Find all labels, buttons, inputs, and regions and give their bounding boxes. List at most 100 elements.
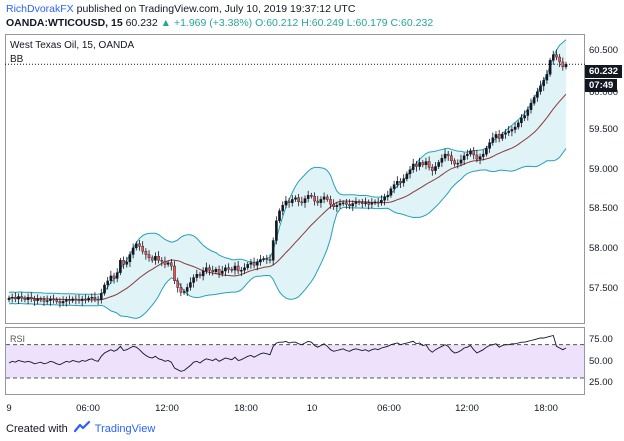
candle-body (326, 196, 329, 200)
x-tick-label: 06:00 (76, 403, 100, 414)
candle-body (520, 117, 523, 124)
candle-body (392, 184, 396, 189)
candle-body (163, 260, 167, 265)
rsi-label: RSI (10, 334, 26, 344)
candle-body (529, 102, 533, 110)
candle-body (198, 274, 202, 277)
candle-body (443, 153, 447, 159)
candle-body (128, 254, 132, 263)
candle-body (545, 74, 549, 81)
candle-body (354, 201, 358, 204)
candle-body (227, 267, 230, 270)
candle-body (383, 196, 386, 201)
candle-body (179, 287, 183, 293)
candle-body (341, 202, 345, 204)
footer: Created with TradingView (6, 420, 156, 436)
candle-body (49, 298, 52, 301)
price-pane[interactable] (5, 34, 585, 324)
candle-body (39, 298, 43, 301)
candle-body (411, 163, 415, 171)
candle-body (239, 270, 243, 272)
candle-body (36, 298, 39, 301)
candle-body (275, 220, 278, 241)
candle-body (10, 297, 14, 299)
y-tick-label: 60.000 (589, 87, 619, 98)
candle-body (561, 61, 565, 68)
candle-body (278, 210, 281, 221)
candle-body (112, 275, 116, 279)
candle-body (405, 173, 409, 179)
candle-body (195, 274, 199, 278)
candle-body (322, 196, 326, 200)
candle-body (450, 155, 453, 161)
candle-body (125, 261, 129, 265)
rsi-pane[interactable] (5, 327, 585, 395)
legend-title: West Texas Oil, 15, OANDA (10, 40, 135, 51)
candle-body (93, 297, 97, 300)
candle-body (501, 134, 504, 139)
candle-body (201, 270, 205, 277)
candle-body (364, 202, 367, 204)
candle-body (526, 109, 530, 116)
candle-body (189, 282, 192, 288)
candle-body (77, 299, 81, 301)
publish-line: RichDvorakFX published on TradingView.co… (6, 3, 355, 15)
candle-body (61, 301, 65, 304)
candle-body (491, 137, 495, 143)
candle-body (361, 202, 364, 204)
candle-body (396, 181, 399, 185)
y-tick-label: 60.500 (589, 45, 619, 56)
ohlc-values: O:60.212 H:60.249 L:60.179 C:60.232 (255, 17, 434, 29)
candle-body (64, 299, 68, 302)
candle-body (243, 267, 246, 271)
candle-body (389, 188, 393, 196)
candle-body (539, 85, 542, 92)
candle-body (310, 195, 313, 197)
candle-body (71, 298, 74, 301)
candle-body (55, 299, 58, 302)
countdown-tag: 07:49 (585, 79, 618, 92)
tradingview-brand[interactable]: TradingView (94, 422, 156, 435)
created-with-text: Created with (6, 422, 68, 435)
candle-body (80, 298, 84, 301)
candle-body (472, 150, 476, 156)
candle-body (109, 275, 113, 281)
candle-body (552, 54, 555, 61)
candle-body (30, 297, 33, 300)
candle-body (249, 262, 253, 265)
candle-body (160, 260, 164, 262)
author-link[interactable]: RichDvorakFX (6, 3, 74, 15)
candle-body (144, 250, 148, 255)
candle-body (33, 298, 36, 301)
candle-body (431, 167, 434, 171)
candle-body (224, 267, 227, 272)
candle-body (453, 160, 456, 165)
rsi-band-fill (6, 344, 584, 378)
candle-body (52, 298, 55, 301)
candle-body (408, 169, 412, 175)
candle-body (236, 265, 240, 272)
candle-body (348, 204, 351, 207)
x-tick-label: 12:00 (455, 403, 479, 414)
candle-body (252, 262, 256, 266)
rsi-tick-label: 75.00 (589, 334, 613, 345)
candle-body (169, 262, 173, 267)
y-tick-label: 58.500 (589, 203, 619, 214)
candle-body (119, 260, 122, 273)
rsi-tick-label: 25.00 (589, 377, 613, 388)
candle-body (497, 134, 501, 139)
last-price: 60.232 (125, 17, 158, 29)
candle-body (517, 122, 520, 128)
candle-body (134, 243, 138, 249)
candle-body (138, 243, 141, 247)
candle-body (306, 195, 310, 199)
bollinger-fill (9, 39, 566, 319)
y-tick-label: 58.000 (589, 243, 619, 254)
candle-body (415, 163, 418, 167)
candle-body (259, 259, 262, 263)
candle-body (20, 296, 24, 299)
candle-body (345, 202, 348, 205)
candle-body (373, 201, 377, 204)
candle-body (332, 204, 336, 208)
tradingview-logo-icon (73, 420, 92, 436)
